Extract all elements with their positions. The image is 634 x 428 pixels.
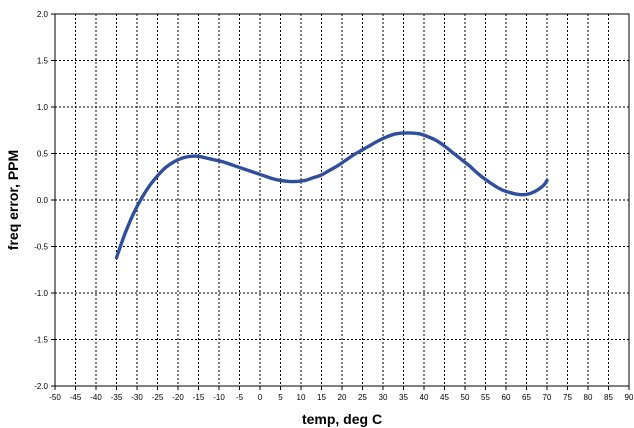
x-tick-label: -20 [172,393,184,402]
x-tick-label: 65 [522,393,531,402]
x-tick-label: 60 [502,393,511,402]
x-tick-label: 35 [399,393,408,402]
x-axis-title: temp, deg C [302,411,382,427]
series-layer [114,131,549,260]
x-tick-label: 40 [420,393,429,402]
x-tick-label: 45 [440,393,449,402]
x-tick-label: 50 [461,393,470,402]
y-tick-label: 0.5 [37,150,49,159]
y-axis-title: freq error, PPM [5,150,21,250]
x-tick-label: 55 [481,393,490,402]
x-tick-label: 20 [338,393,347,402]
x-tick-label: 75 [563,393,572,402]
x-tick-label: 70 [543,393,552,402]
grid [55,14,629,386]
x-tick-label: 80 [584,393,593,402]
x-tick-label: 10 [297,393,306,402]
x-tick-label: -15 [193,393,205,402]
x-tick-label: 85 [604,393,613,402]
y-tick-label: 0.0 [37,196,49,205]
x-axis-ticks: -50 -45 -40 -35 -30 -25 -20 -15 -10 -5 0 5 10 15 20 25 3… [49,386,634,402]
y-axis-ticks: -2.0 -1.5 -1.0 -0.5 0.0 0.5 1.0 1.5 2.0 [34,10,55,391]
x-tick-label: -50 [49,393,61,402]
y-tick-label: -2.0 [34,382,48,391]
x-tick-label: -25 [152,393,164,402]
x-tick-label: -35 [111,393,123,402]
x-tick-label: -45 [70,393,82,402]
x-tick-label: -10 [213,393,225,402]
x-tick-label: 0 [258,393,263,402]
x-tick-label: 30 [379,393,388,402]
y-tick-label: 2.0 [37,10,49,19]
x-tick-label: 90 [625,393,634,402]
x-tick-label: -30 [131,393,143,402]
y-tick-label: 1.0 [37,103,49,112]
y-tick-label: -1.5 [34,336,48,345]
y-tick-label: -0.5 [34,243,48,252]
y-tick-label: -1.0 [34,289,48,298]
x-tick-label: -40 [90,393,102,402]
x-tick-label: -5 [236,393,244,402]
x-tick-label: 25 [358,393,367,402]
y-tick-label: 1.5 [37,57,49,66]
x-tick-label: 15 [317,393,326,402]
x-tick-label: 5 [278,393,283,402]
series-line [114,131,549,260]
